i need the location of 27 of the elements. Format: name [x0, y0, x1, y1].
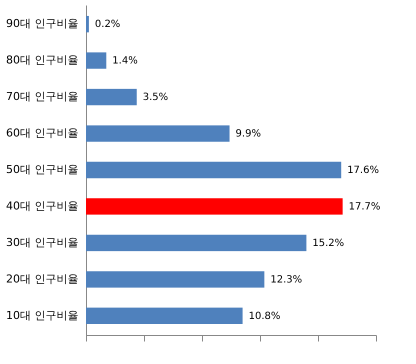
- y-tick-label: 30대 인구비율: [6, 236, 78, 249]
- bar: [86, 234, 306, 252]
- data-label: 9.9%: [236, 128, 261, 140]
- data-label: 12.3%: [270, 274, 302, 286]
- data-label: 3.5%: [142, 92, 168, 104]
- data-label: 10.8%: [248, 310, 280, 322]
- y-tick-label: 60대 인구비율: [6, 126, 78, 140]
- bar: [86, 271, 264, 288]
- bar: [86, 308, 243, 324]
- bar: [86, 162, 342, 178]
- data-label: 15.2%: [312, 238, 344, 249]
- y-tick-label: 80대 인구비율: [6, 54, 78, 67]
- y-tick-label: 20대 인구비율: [6, 272, 78, 286]
- y-tick-label: 10대 인구비율: [6, 308, 78, 322]
- y-tick-label: 50대 인구비율: [6, 163, 78, 176]
- y-tick-label: 70대 인구비율: [6, 90, 78, 104]
- bar: [86, 198, 343, 215]
- y-tick-label: 40대 인구비율: [6, 199, 78, 212]
- bar: [86, 16, 89, 32]
- data-label: 0.2%: [94, 19, 120, 30]
- data-label: 17.6%: [347, 165, 379, 176]
- bar: [86, 125, 230, 142]
- data-label: 17.7%: [348, 201, 380, 212]
- y-tick-label: 90대 인구비율: [6, 17, 78, 30]
- bar: [86, 52, 106, 69]
- data-label: 1.4%: [112, 56, 138, 67]
- bar: [86, 88, 137, 106]
